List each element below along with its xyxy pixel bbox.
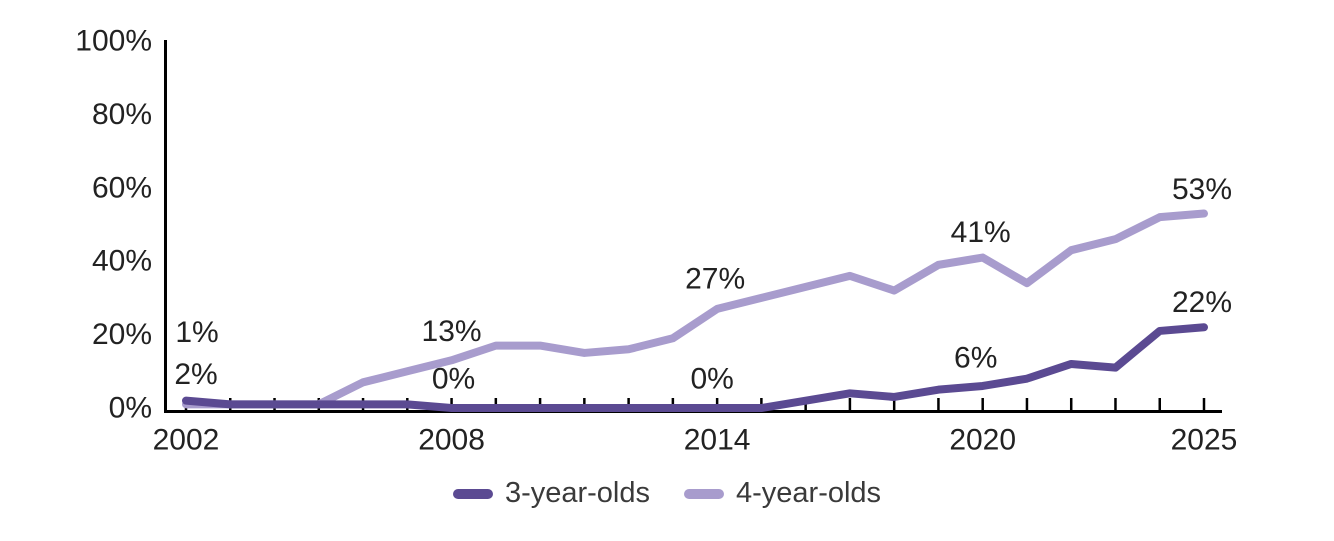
legend-item-4-year-olds: 4-year-olds [684, 479, 881, 508]
legend-swatch-4-year-olds [684, 488, 724, 499]
data-label-4-year-olds-2025: 53% [1172, 173, 1232, 206]
y-axis-tick-label: 60% [92, 171, 152, 204]
x-axis-tick-label: 2008 [418, 424, 485, 457]
chart-legend: 3-year-olds 4-year-olds [0, 479, 1334, 508]
series-line-3-year-olds [182, 323, 1208, 412]
x-axis-tick-label: 2014 [684, 424, 751, 457]
data-label-3-year-olds-2008: 0% [432, 363, 475, 396]
legend-label: 4-year-olds [736, 477, 882, 509]
data-label-4-year-olds-2002: 1% [175, 316, 218, 349]
legend-item-3-year-olds: 3-year-olds [452, 477, 650, 509]
x-axis-tick-label: 2020 [949, 424, 1016, 457]
legend-label: 3-year-olds [504, 477, 650, 509]
y-axis-tick-label: 20% [92, 318, 152, 351]
data-label-4-year-olds-2020: 41% [951, 216, 1011, 249]
data-label-4-year-olds-2014: 27% [685, 262, 745, 295]
data-label-3-year-olds-2014: 0% [690, 363, 733, 396]
y-axis-tick-label: 100% [75, 25, 152, 58]
data-label-3-year-olds-2002: 2% [174, 358, 217, 391]
data-label-3-year-olds-2025: 22% [1172, 286, 1232, 319]
series-line-4-year-olds [182, 209, 1208, 409]
y-axis-tick-label: 0% [109, 392, 152, 425]
x-axis-tick-label: 2002 [153, 424, 220, 457]
data-label-4-year-olds-2008: 13% [422, 315, 482, 348]
y-axis-tick-label: 40% [92, 245, 152, 278]
data-label-3-year-olds-2020: 6% [954, 341, 997, 374]
legend-swatch-3-year-olds [452, 488, 493, 499]
y-axis-tick-label: 80% [92, 98, 152, 131]
x-axis-tick-label: 2025 [1171, 424, 1238, 457]
